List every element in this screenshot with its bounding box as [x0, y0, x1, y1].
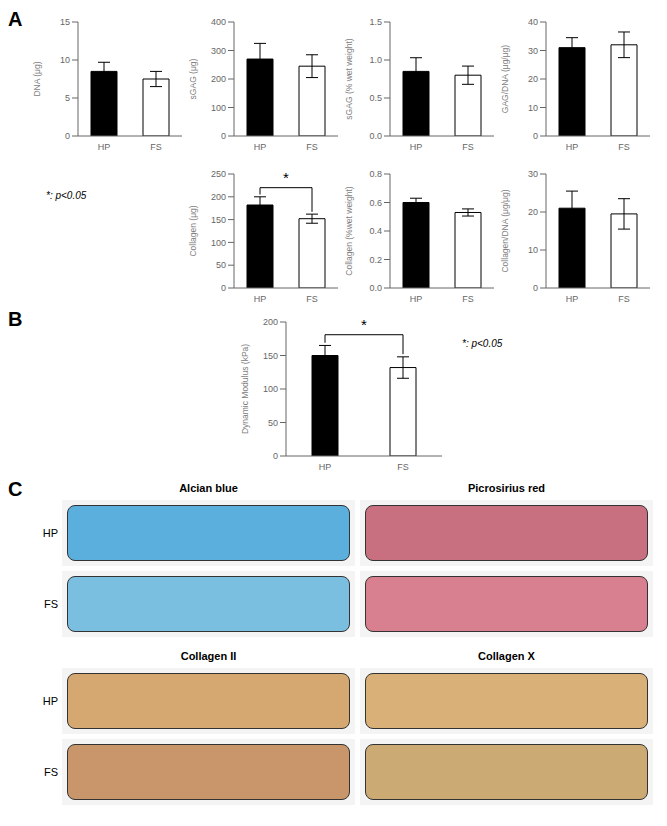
- svg-text:HP: HP: [410, 142, 423, 152]
- svg-text:250: 250: [211, 169, 226, 179]
- svg-text:200: 200: [211, 192, 226, 202]
- svg-text:FS: FS: [618, 142, 630, 152]
- svg-text:FS: FS: [306, 142, 318, 152]
- svg-text:FS: FS: [306, 294, 318, 304]
- html-text:A: A: [8, 8, 23, 30]
- svg-text:10: 10: [528, 245, 538, 255]
- svg-text:0.0: 0.0: [369, 131, 382, 141]
- svg-text:50: 50: [216, 260, 226, 270]
- svg-text:HP: HP: [254, 294, 267, 304]
- html-text:*: p<0.05: *: p<0.05: [46, 190, 87, 201]
- svg-text:1.0: 1.0: [369, 55, 382, 65]
- svg-text:15: 15: [60, 17, 70, 27]
- svg-text:30: 30: [528, 46, 538, 56]
- svg-text:FS: FS: [462, 142, 474, 152]
- svg-text:100: 100: [263, 384, 278, 394]
- svg-text:HP: HP: [566, 142, 579, 152]
- svg-text:Dynamic Modulus (kPa): Dynamic Modulus (kPa): [240, 344, 250, 434]
- svg-text:0: 0: [533, 131, 538, 141]
- svg-text:100: 100: [211, 238, 226, 248]
- svg-text:0.4: 0.4: [369, 226, 382, 236]
- svg-text:150: 150: [211, 215, 226, 225]
- svg-text:50: 50: [268, 418, 278, 428]
- html-text:HP: HP: [42, 695, 58, 707]
- svg-text:GAG/DNA (μg/μg): GAG/DNA (μg/μg): [500, 45, 510, 114]
- html-text:C: C: [8, 478, 23, 500]
- svg-text:FS: FS: [462, 294, 474, 304]
- svg-text:FS: FS: [618, 294, 630, 304]
- svg-text:0: 0: [221, 283, 226, 293]
- html-text:Collagen X: Collagen X: [478, 650, 535, 662]
- html-text:Picrosirius red: Picrosirius red: [468, 482, 545, 494]
- svg-text:*: *: [283, 169, 289, 186]
- svg-text:sGAG (μg): sGAG (μg): [188, 58, 198, 99]
- svg-text:20: 20: [528, 74, 538, 84]
- svg-text:150: 150: [263, 351, 278, 361]
- svg-text:10: 10: [528, 103, 538, 113]
- svg-text:200: 200: [263, 317, 278, 327]
- html-text:FS: FS: [43, 766, 58, 778]
- svg-text:10: 10: [60, 55, 70, 65]
- html-text:Alcian blue: Alcian blue: [179, 482, 238, 494]
- svg-text:30: 30: [528, 169, 538, 179]
- svg-text:0.5: 0.5: [369, 93, 382, 103]
- svg-text:0: 0: [533, 283, 538, 293]
- svg-text:20: 20: [528, 207, 538, 217]
- svg-text:DNA (μg): DNA (μg): [32, 61, 42, 96]
- svg-text:0: 0: [221, 131, 226, 141]
- svg-text:200: 200: [211, 74, 226, 84]
- svg-text:0.8: 0.8: [369, 169, 382, 179]
- html-text:B: B: [8, 308, 23, 330]
- svg-text:HP: HP: [566, 294, 579, 304]
- svg-text:0.6: 0.6: [369, 198, 382, 208]
- svg-text:Collagen (%wet weight): Collagen (%wet weight): [344, 186, 354, 275]
- html-text:Collagen II: Collagen II: [180, 650, 237, 662]
- svg-text:Collagen (μg): Collagen (μg): [188, 205, 198, 256]
- html-text:*: p<0.05: *: p<0.05: [462, 338, 503, 349]
- svg-text:*: *: [361, 316, 367, 333]
- svg-text:HP: HP: [410, 294, 423, 304]
- svg-text:Collagen/DNA (μg/μg): Collagen/DNA (μg/μg): [500, 189, 510, 272]
- svg-text:FS: FS: [150, 142, 162, 152]
- svg-text:300: 300: [211, 46, 226, 56]
- svg-text:HP: HP: [98, 142, 111, 152]
- svg-text:0: 0: [273, 451, 278, 461]
- svg-text:1.5: 1.5: [369, 17, 382, 27]
- svg-text:sGAG (% wet weight): sGAG (% wet weight): [344, 38, 354, 119]
- svg-text:40: 40: [528, 17, 538, 27]
- svg-text:5: 5: [65, 93, 70, 103]
- svg-text:0.2: 0.2: [369, 255, 382, 265]
- svg-text:HP: HP: [319, 462, 332, 472]
- svg-text:100: 100: [211, 103, 226, 113]
- svg-text:FS: FS: [397, 462, 409, 472]
- html-text:HP: HP: [42, 527, 58, 539]
- svg-text:400: 400: [211, 17, 226, 27]
- svg-text:HP: HP: [254, 142, 267, 152]
- html-text:FS: FS: [43, 598, 58, 610]
- svg-text:0.0: 0.0: [369, 283, 382, 293]
- svg-text:0: 0: [65, 131, 70, 141]
